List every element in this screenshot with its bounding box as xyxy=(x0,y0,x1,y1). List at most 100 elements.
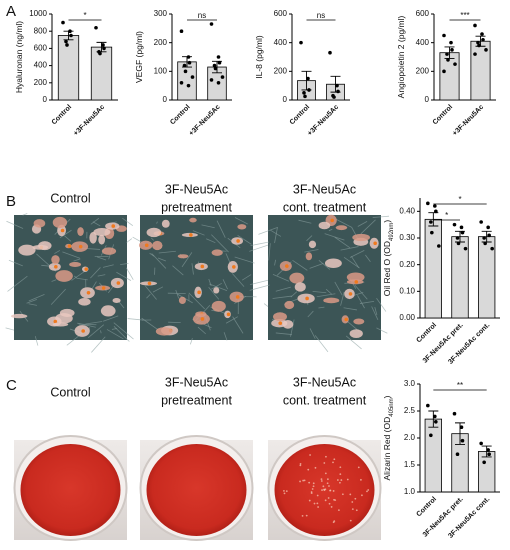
speck xyxy=(309,454,311,456)
y-tick-label: 200 xyxy=(416,66,430,75)
cell-fiber xyxy=(113,322,134,340)
cell-fiber xyxy=(250,241,270,247)
lipid-droplet xyxy=(305,296,309,301)
data-point xyxy=(460,438,465,443)
data-point xyxy=(487,233,491,238)
cell-fiber xyxy=(7,275,28,292)
speck xyxy=(333,498,335,501)
x-tick-label: +3F-Neu5Ac xyxy=(452,104,486,138)
y-tick-label: 2.0 xyxy=(404,433,416,442)
cell-fiber xyxy=(223,332,228,341)
y-label-part: VEGF (pg/ml) xyxy=(134,31,144,83)
y-tick-label: 2.5 xyxy=(404,406,416,415)
significance-label: * xyxy=(458,195,461,204)
data-point xyxy=(434,420,438,424)
data-point xyxy=(94,25,98,30)
cell-fiber xyxy=(77,322,96,328)
image-caption: 3F-Neu5Ac xyxy=(165,182,228,196)
cell-fiber xyxy=(113,326,130,342)
lipid-droplet xyxy=(54,265,58,269)
cell-fiber xyxy=(149,252,155,257)
data-point xyxy=(336,89,340,94)
data-point xyxy=(220,75,225,79)
speck xyxy=(355,509,358,512)
data-point xyxy=(459,225,464,230)
cell-fiber xyxy=(249,279,269,286)
cell-fiber xyxy=(96,256,107,261)
lipid-droplet xyxy=(278,321,283,326)
cell-fiber xyxy=(59,229,72,239)
data-point xyxy=(65,43,69,47)
speck xyxy=(360,478,362,481)
y-tick-label: 0.30 xyxy=(399,233,415,242)
y-tick-label: 0.00 xyxy=(399,313,415,322)
y-tick-label: 400 xyxy=(416,38,430,47)
cell-fiber xyxy=(237,235,252,245)
data-point xyxy=(473,23,477,28)
lipid-cluster xyxy=(155,327,173,336)
lipid-droplet xyxy=(197,290,201,295)
speck xyxy=(316,502,319,505)
cell-fiber xyxy=(201,224,215,229)
cell-fiber xyxy=(290,319,295,337)
data-point xyxy=(69,33,73,38)
lipid-cluster xyxy=(323,297,340,304)
cell-fiber xyxy=(234,256,255,264)
data-point xyxy=(455,236,460,240)
error-bar xyxy=(444,46,455,59)
bar xyxy=(90,46,113,101)
data-point xyxy=(480,32,484,36)
speck xyxy=(325,455,327,458)
image-caption: cont. treatment xyxy=(283,200,367,214)
lipid-cluster xyxy=(211,300,226,312)
speck xyxy=(357,466,360,469)
lipid-droplet xyxy=(344,317,349,322)
lipid-droplet xyxy=(60,228,65,233)
data-point xyxy=(209,22,214,26)
data-point xyxy=(209,78,214,82)
error-bar xyxy=(428,410,439,428)
data-point xyxy=(216,55,221,59)
lipid-droplet xyxy=(354,280,359,284)
cell-fiber xyxy=(231,273,245,287)
y-tick-label: 200 xyxy=(274,66,288,75)
speck xyxy=(326,478,329,481)
lipid-cluster xyxy=(78,298,91,306)
y-tick-label: 300 xyxy=(154,9,168,18)
speck xyxy=(346,478,349,481)
cell-fiber xyxy=(102,264,114,268)
data-point xyxy=(460,230,465,235)
lipid-cluster xyxy=(152,240,163,251)
cell-fiber xyxy=(125,267,134,280)
cell-fiber xyxy=(120,262,129,265)
data-point xyxy=(433,414,437,419)
data-point xyxy=(183,69,188,74)
speck xyxy=(340,479,343,481)
lipid-droplet xyxy=(226,312,231,317)
speck xyxy=(339,466,342,469)
cell-fiber xyxy=(312,290,327,294)
cell-fiber xyxy=(249,284,270,291)
speck xyxy=(305,514,308,517)
data-point xyxy=(179,81,184,85)
data-point xyxy=(482,236,486,240)
speck xyxy=(320,480,323,482)
cell-fiber xyxy=(146,293,151,299)
speck xyxy=(283,489,285,492)
cell-fiber xyxy=(145,285,157,300)
y-tick-label: 600 xyxy=(274,9,288,18)
lipid-cluster xyxy=(284,300,295,310)
cell-fiber xyxy=(340,291,345,306)
speck xyxy=(333,458,336,461)
bar xyxy=(424,418,443,493)
lipid-droplet xyxy=(232,265,236,269)
y-tick-label: 1000 xyxy=(29,9,47,18)
cell-fiber xyxy=(343,307,358,311)
cell-fiber xyxy=(298,219,312,224)
image-caption: pretreatment xyxy=(161,200,232,214)
y-label-part: 492nm xyxy=(389,223,395,241)
cell-fiber xyxy=(92,221,101,227)
cell-fiber xyxy=(351,256,360,268)
speck xyxy=(301,514,304,517)
